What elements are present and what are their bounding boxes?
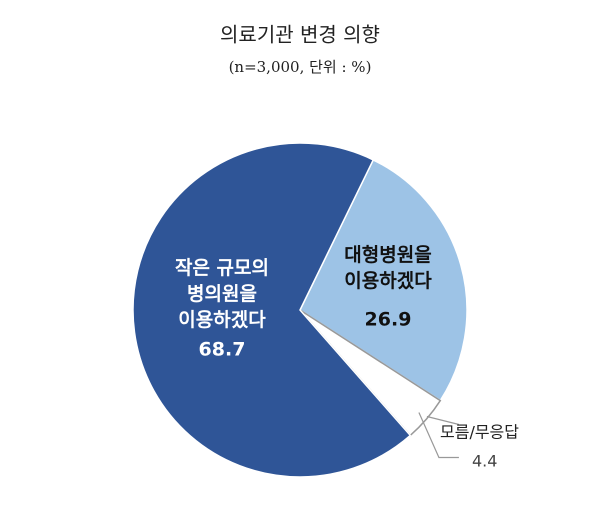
slice-label: 대형병원을 이용하겠다 [344, 244, 432, 292]
slice-label: 모름/무응답 [440, 423, 519, 442]
chart-subtitle: (n=3,000, 단위 : %) [229, 58, 372, 76]
leader-line [426, 415, 460, 426]
slice-label: 작은 규모의 병의원을 이용하겠다 [175, 257, 269, 331]
value-label: 4.4 [472, 452, 497, 471]
pie-slice [299, 158, 468, 402]
pie-slice [132, 142, 412, 478]
value-label: 68.7 [199, 339, 246, 361]
value-label: 26.9 [365, 309, 412, 331]
leader-line [418, 412, 459, 459]
chart-title: 의료기관 변경 의향 [220, 23, 380, 47]
